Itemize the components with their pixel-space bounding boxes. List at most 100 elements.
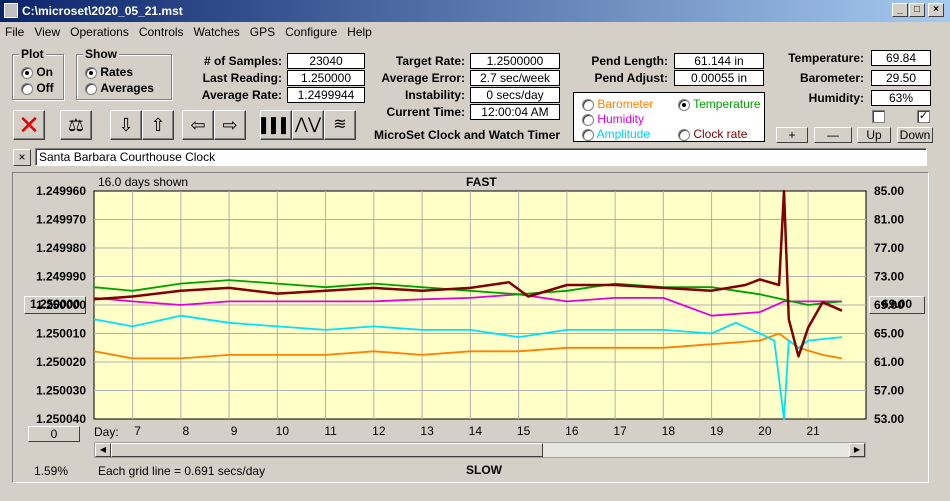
arrow-up-button[interactable]: ⇧ [142, 110, 174, 140]
left-tick-label: 1.250010 [36, 327, 86, 341]
radio-on-icon [678, 98, 690, 111]
arrow-down-button[interactable]: ⇩ [110, 110, 142, 140]
right-tick-label: 73.00 [874, 270, 904, 284]
menu-gps[interactable]: GPS [249, 25, 276, 39]
radio-off-icon [85, 82, 97, 95]
minus-button[interactable]: — [814, 127, 852, 143]
radio-off-icon [678, 128, 690, 141]
scroll-thumb[interactable] [111, 443, 543, 457]
menu-watches[interactable]: Watches [193, 25, 240, 39]
menu-file[interactable]: File [5, 25, 25, 39]
series-line-humidity [93, 293, 842, 317]
line-view-button[interactable]: ⋀⋁ [292, 110, 324, 140]
menu-operations[interactable]: Operations [70, 25, 129, 39]
plot-group: Plot On Off [12, 47, 64, 100]
show-rates-radio[interactable]: Rates [85, 65, 133, 79]
x-tick-label: 21 [806, 424, 820, 438]
samples-value: 23040 [287, 53, 365, 69]
current-time-value: 12:00:04 AM [470, 104, 560, 120]
option-amplitude-label: Amplitude [596, 127, 651, 141]
option-clockrate[interactable]: Clock rate [678, 127, 747, 141]
plot-on-radio[interactable]: On [21, 65, 53, 79]
series-line-barometer [93, 332, 843, 360]
menu-view[interactable]: View [34, 25, 61, 39]
option-amplitude[interactable]: Amplitude [582, 127, 650, 141]
radio-off-icon [21, 82, 33, 95]
x-tick-label: 17 [613, 424, 627, 438]
x-tick-label: 10 [276, 424, 290, 438]
stop-button[interactable]: ✕ [13, 110, 45, 140]
option-temperature[interactable]: Temperature [678, 97, 761, 111]
arrow-left-button[interactable]: ⇦ [182, 110, 214, 140]
minimize-button[interactable]: _ [892, 3, 908, 17]
down-button[interactable]: Down [897, 127, 933, 143]
pend-length-value: 61.144 in [674, 53, 764, 69]
x-tick-label: 7 [134, 424, 141, 438]
app-name: MicroSet Clock and Watch Timer [374, 128, 561, 142]
center-rate-button[interactable]: 1.250000 [24, 296, 86, 314]
arrow-down-icon: ⇩ [118, 115, 134, 135]
balance-button[interactable]: ⚖ [60, 110, 92, 140]
right-tick-label: 85.00 [874, 184, 904, 198]
x-tick-label: 8 [183, 424, 190, 438]
temperature-label: Temperature: [788, 51, 864, 65]
center-env-button[interactable]: 69.00 [869, 296, 925, 314]
left-tick-label: 1.250000 [36, 298, 86, 312]
plot-off-radio[interactable]: Off [21, 81, 54, 95]
show-title: Show [83, 47, 119, 61]
last-reading-value: 1.250000 [287, 70, 365, 86]
menu-configure[interactable]: Configure [285, 25, 338, 39]
series-options-box: Barometer Temperature Humidity Amplitude… [573, 92, 765, 142]
app-icon [4, 3, 18, 18]
plot-off-label: Off [36, 81, 54, 95]
series-line-amplitude [93, 314, 842, 420]
average-rate-label: Average Rate: [201, 88, 282, 102]
close-window-button[interactable]: × [928, 3, 944, 17]
bars-view-button[interactable]: ▌▌▌ [260, 110, 292, 140]
right-tick-label: 81.00 [874, 213, 904, 227]
chart-panel [12, 172, 929, 483]
scale-icon: ⚖ [67, 115, 85, 135]
arrow-right-button[interactable]: ⇨ [214, 110, 246, 140]
current-time-label: Current Time: [386, 105, 465, 119]
barometer-value: 29.50 [871, 70, 931, 86]
temperature-value: 69.84 [871, 50, 931, 66]
wave-view-button[interactable]: ≋ [324, 110, 356, 140]
plus-button[interactable]: + [776, 127, 808, 143]
scroll-right-button[interactable]: ▶ [849, 443, 865, 457]
x-tick-label: 16 [565, 424, 579, 438]
bars-icon: ▌▌▌ [261, 117, 291, 133]
show-group: Show Rates Averages [76, 47, 172, 100]
menu-controls[interactable]: Controls [138, 25, 184, 39]
line-icon: ⋀⋁ [294, 116, 322, 133]
clock-name-field[interactable]: Santa Barbara Courthouse Clock [35, 148, 927, 166]
maximize-button[interactable]: □ [909, 3, 925, 17]
checkbox-2[interactable]: ✓ [917, 110, 930, 123]
left-tick-label: 1.250030 [36, 384, 86, 398]
chart-scrollbar[interactable]: ◀ ▶ [94, 442, 866, 458]
clear-clock-button[interactable]: × [13, 149, 31, 166]
option-humidity[interactable]: Humidity [582, 112, 644, 126]
x-tick-label: 20 [758, 424, 772, 438]
average-error-label: Average Error: [381, 71, 465, 85]
x-tick-label: 12 [372, 424, 386, 438]
offset-button[interactable]: 0 [28, 426, 80, 442]
chart-series [93, 189, 843, 420]
right-tick-label: 57.00 [874, 384, 904, 398]
x-tick-label: 13 [420, 424, 434, 438]
scroll-left-button[interactable]: ◀ [95, 443, 111, 457]
show-averages-radio[interactable]: Averages [85, 81, 154, 95]
day-label: Day: [94, 425, 119, 439]
plot-on-label: On [36, 65, 54, 79]
option-barometer[interactable]: Barometer [582, 97, 653, 111]
radio-on-icon [21, 66, 33, 79]
checkbox-1[interactable] [872, 110, 885, 123]
left-tick-label: 1.249970 [36, 213, 86, 227]
chart-ticks: 1.249960 1.249970 1.249980 1.249990 1.250000… [36, 184, 904, 438]
menu-help[interactable]: Help [347, 25, 372, 39]
average-rate-value: 1.2499944 [287, 87, 365, 103]
up-button[interactable]: Up [857, 127, 891, 143]
wave-icon: ≋ [333, 116, 347, 133]
window-title: C:\microset\2020_05_21.mst [22, 4, 183, 18]
